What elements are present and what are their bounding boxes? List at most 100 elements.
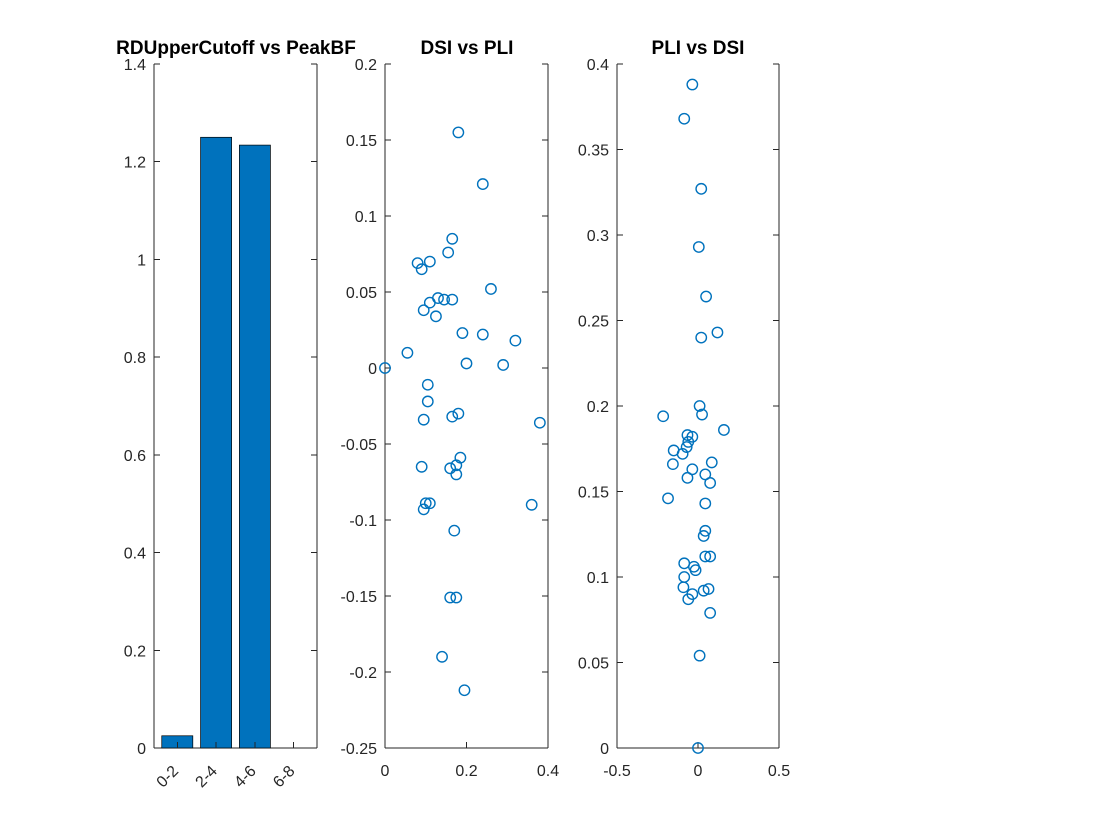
x-tick-label: 0.4 — [537, 763, 559, 780]
scatter-point — [533, 416, 546, 429]
y-tick-label: -0.15 — [341, 589, 378, 606]
scatter-point — [423, 255, 436, 268]
scatter-point — [423, 296, 436, 309]
y-tick-label: 0.1 — [355, 209, 377, 226]
scatter-point — [456, 327, 469, 339]
y-tick-label: -0.25 — [341, 741, 378, 758]
y-tick-label: 0.6 — [124, 448, 146, 465]
chart-title-bar: RDUpperCutoff vs PeakBF — [116, 38, 356, 59]
scatter-point — [666, 458, 679, 471]
scatter-point — [417, 413, 430, 426]
y-tick-label: 0.2 — [587, 399, 609, 416]
scatter-point — [657, 410, 670, 423]
scatter-point — [417, 304, 430, 317]
scatter-point — [411, 257, 424, 270]
scatter-point — [430, 310, 442, 323]
y-tick-label: 0.25 — [578, 314, 609, 331]
scatter-point — [699, 550, 712, 563]
scatter-point — [695, 331, 708, 344]
scatter-point — [417, 503, 430, 516]
scatter-point — [695, 182, 708, 195]
scatter-point — [711, 326, 724, 339]
x-tick-label: 4-6 — [231, 763, 259, 791]
x-tick-label: 0-2 — [154, 763, 182, 791]
y-tick-label: 0.2 — [355, 57, 377, 74]
y-tick-label: 0.1 — [587, 570, 609, 587]
y-tick-label: 1.2 — [124, 155, 146, 172]
scatter-point — [421, 378, 434, 391]
y-tick-label: 0.35 — [578, 143, 609, 160]
y-tick-label: 0.05 — [346, 285, 377, 302]
scatter-point — [446, 410, 459, 423]
scatter-point — [680, 441, 693, 453]
bar-4-6 — [239, 144, 271, 749]
scatter-point — [699, 524, 712, 537]
scatter-point — [689, 564, 702, 577]
scatter-point — [415, 460, 428, 473]
scatter-point — [704, 477, 717, 489]
y-tick-label: 0.15 — [578, 485, 609, 502]
scatter-point — [718, 424, 730, 436]
scatter-point — [379, 362, 391, 374]
scatter-point — [704, 550, 717, 563]
x-tick-label: 0 — [694, 763, 703, 780]
scatter-point — [476, 328, 489, 341]
scatter-point — [697, 530, 710, 542]
y-tick-label: -0.1 — [349, 513, 377, 530]
bar-chart-panel: RDUpperCutoff vs PeakBF 0 0.2 0.4 0.6 0.8 1 1.… — [116, 38, 356, 791]
scatter-point — [446, 293, 459, 306]
scatter-point — [415, 263, 428, 276]
scatter-point — [682, 593, 695, 606]
scatter-point — [700, 290, 712, 303]
y-tick-label: 0.4 — [587, 57, 609, 74]
scatter-point — [448, 524, 461, 537]
scatter-point — [678, 571, 691, 583]
x-tick-label: 0 — [381, 763, 390, 780]
chart-title-scatter-1: DSI vs PLI — [421, 38, 514, 59]
scatter-point — [682, 436, 695, 448]
x-tick-label: 2-4 — [193, 763, 221, 791]
scatter-point — [686, 78, 699, 91]
scatter-point — [525, 498, 538, 511]
scatter-point — [677, 581, 690, 594]
scatter-point — [692, 742, 704, 754]
y-tick-label: 0.05 — [578, 656, 609, 673]
scatter-point — [686, 463, 699, 476]
scatter-point — [662, 492, 674, 505]
y-tick-label: 0 — [600, 741, 609, 758]
scatter-point — [705, 456, 718, 469]
scatter-point — [699, 468, 712, 481]
scatter-point — [692, 241, 705, 253]
scatter-point — [444, 591, 457, 604]
scatter-point — [458, 684, 471, 697]
y-tick-label: 0.4 — [124, 546, 146, 563]
scatter-point — [497, 359, 510, 371]
scatter-point — [702, 583, 715, 595]
scatter-point — [452, 407, 465, 420]
x-tick-label: -0.5 — [603, 763, 631, 780]
y-tick-label: 0.15 — [346, 133, 377, 150]
scatter-point — [697, 584, 710, 597]
x-tick-label: 0.2 — [455, 763, 477, 780]
scatter-point — [681, 471, 694, 484]
scatter-point — [485, 283, 497, 295]
scatter-point — [693, 649, 706, 662]
y-tick-label: 0 — [368, 361, 377, 378]
scatter-point — [419, 497, 432, 510]
scatter-point — [678, 557, 691, 570]
scatter-point — [460, 357, 473, 370]
scatter-point — [450, 468, 463, 481]
scatter-point — [442, 246, 455, 259]
scatter-panel-pli-vs-dsi: PLI vs DSI 0 0.05 0.1 0.15 0.2 0.25 0.3 0.35 0.4… — [578, 38, 790, 780]
x-tick-label: 0.5 — [768, 763, 790, 780]
scatter-point — [693, 400, 706, 412]
scatter-point — [476, 178, 489, 190]
y-tick-label: 1.4 — [124, 57, 146, 74]
bar-2-4 — [200, 136, 232, 749]
chart-title-scatter-2: PLI vs DSI — [652, 38, 745, 59]
scatter-point — [444, 462, 457, 475]
y-tick-label: -0.05 — [341, 437, 378, 454]
scatter-point — [704, 607, 717, 619]
scatter-point — [509, 334, 522, 347]
